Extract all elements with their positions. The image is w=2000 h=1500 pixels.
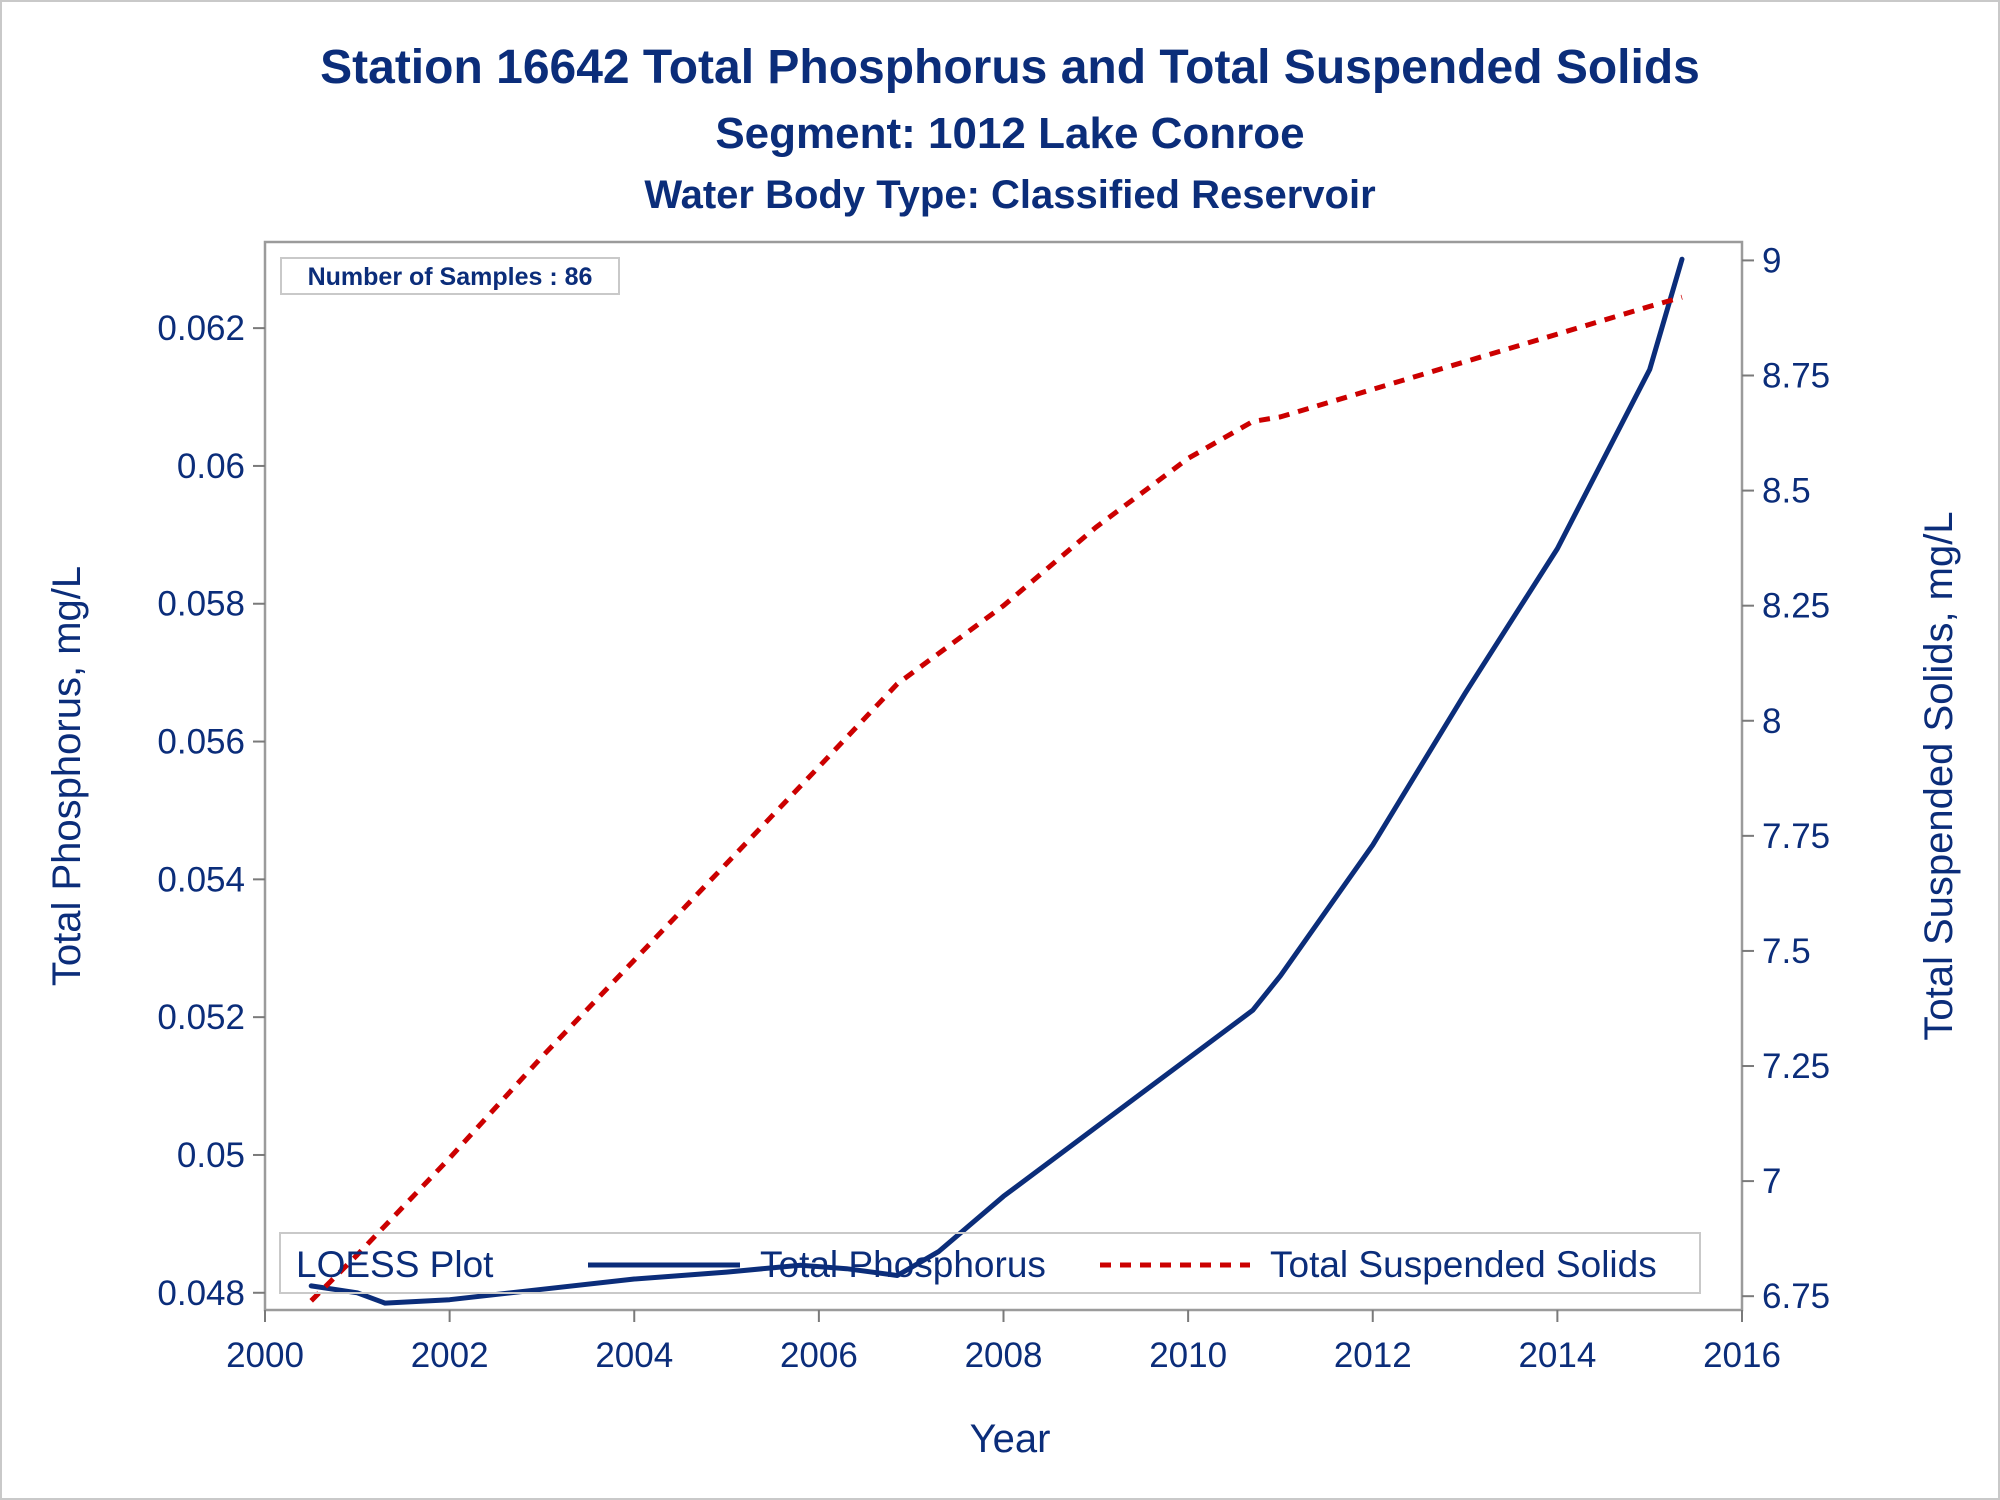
series-layer bbox=[308, 256, 1685, 1306]
y-right-tick-label: 8.25 bbox=[1762, 587, 1830, 626]
x-tick-label: 2004 bbox=[595, 1336, 673, 1375]
y-left-tick-label: 0.05 bbox=[177, 1136, 245, 1175]
x-tick-label: 2010 bbox=[1149, 1336, 1227, 1375]
x-tick-label: 2002 bbox=[411, 1336, 489, 1375]
x-tick-label: 2006 bbox=[780, 1336, 858, 1375]
y-right-tick-label: 9 bbox=[1762, 241, 1781, 280]
y-left-tick-label: 0.054 bbox=[157, 860, 245, 899]
x-axis: 2000 2002 2004 2006 2008 2010 2012 2014 2016 bbox=[226, 1310, 1781, 1375]
y-left-tick-label: 0.062 bbox=[157, 309, 245, 348]
y-left-tick-label: 0.052 bbox=[157, 998, 245, 1037]
x-tick-label: 2000 bbox=[226, 1336, 304, 1375]
series-line-total-suspended-solids bbox=[309, 294, 1683, 1303]
chart-subtitle-waterbody: Water Body Type: Classified Reservoir bbox=[644, 173, 1375, 217]
y-right-tick-label: 7.25 bbox=[1762, 1047, 1830, 1086]
y-left-tick-label: 0.06 bbox=[177, 447, 245, 486]
legend-label-total-phosphorus: Total Phosphorus bbox=[760, 1244, 1046, 1285]
y-axis-right: 6.75 7 7.25 7.5 7.75 8 8.25 8.5 8.75 9 bbox=[1742, 241, 1830, 1316]
chart-subtitle-segment: Segment: 1012 Lake Conroe bbox=[715, 109, 1304, 158]
legend-title: LOESS Plot bbox=[296, 1244, 494, 1285]
sample-count-annotation: Number of Samples : 86 bbox=[308, 263, 593, 291]
x-tick-label: 2014 bbox=[1518, 1336, 1596, 1375]
y-axis-left-label: Total Phosphorus, mg/L bbox=[45, 566, 89, 986]
y-right-tick-label: 8.75 bbox=[1762, 357, 1830, 396]
y-left-tick-label: 0.058 bbox=[157, 585, 245, 624]
x-axis-label: Year bbox=[970, 1417, 1051, 1461]
plot-area bbox=[263, 240, 1744, 1312]
y-right-tick-label: 7 bbox=[1762, 1162, 1781, 1201]
y-right-tick-label: 6.75 bbox=[1762, 1277, 1830, 1316]
x-tick-label: 2016 bbox=[1703, 1336, 1781, 1375]
y-right-tick-label: 8.5 bbox=[1762, 472, 1811, 511]
y-right-tick-label: 7.75 bbox=[1762, 817, 1830, 856]
chart-title: Station 16642 Total Phosphorus and Total… bbox=[320, 41, 1700, 94]
y-left-tick-label: 0.048 bbox=[157, 1274, 245, 1313]
legend-label-total-suspended-solids: Total Suspended Solids bbox=[1270, 1244, 1657, 1285]
y-axis-left: 0.048 0.05 0.052 0.054 0.056 0.058 0.06 0.062 bbox=[157, 309, 265, 1313]
legend-box bbox=[279, 1232, 1701, 1294]
y-right-tick-label: 8 bbox=[1762, 702, 1781, 741]
series-line-total-phosphorus bbox=[308, 256, 1685, 1306]
sample-count-box bbox=[280, 257, 620, 295]
y-left-tick-label: 0.056 bbox=[157, 723, 245, 762]
x-tick-label: 2008 bbox=[965, 1336, 1043, 1375]
x-tick-label: 2012 bbox=[1334, 1336, 1412, 1375]
y-axis-right-label: Total Suspended Solids, mg/L bbox=[1917, 511, 1961, 1040]
y-right-tick-label: 7.5 bbox=[1762, 932, 1811, 971]
